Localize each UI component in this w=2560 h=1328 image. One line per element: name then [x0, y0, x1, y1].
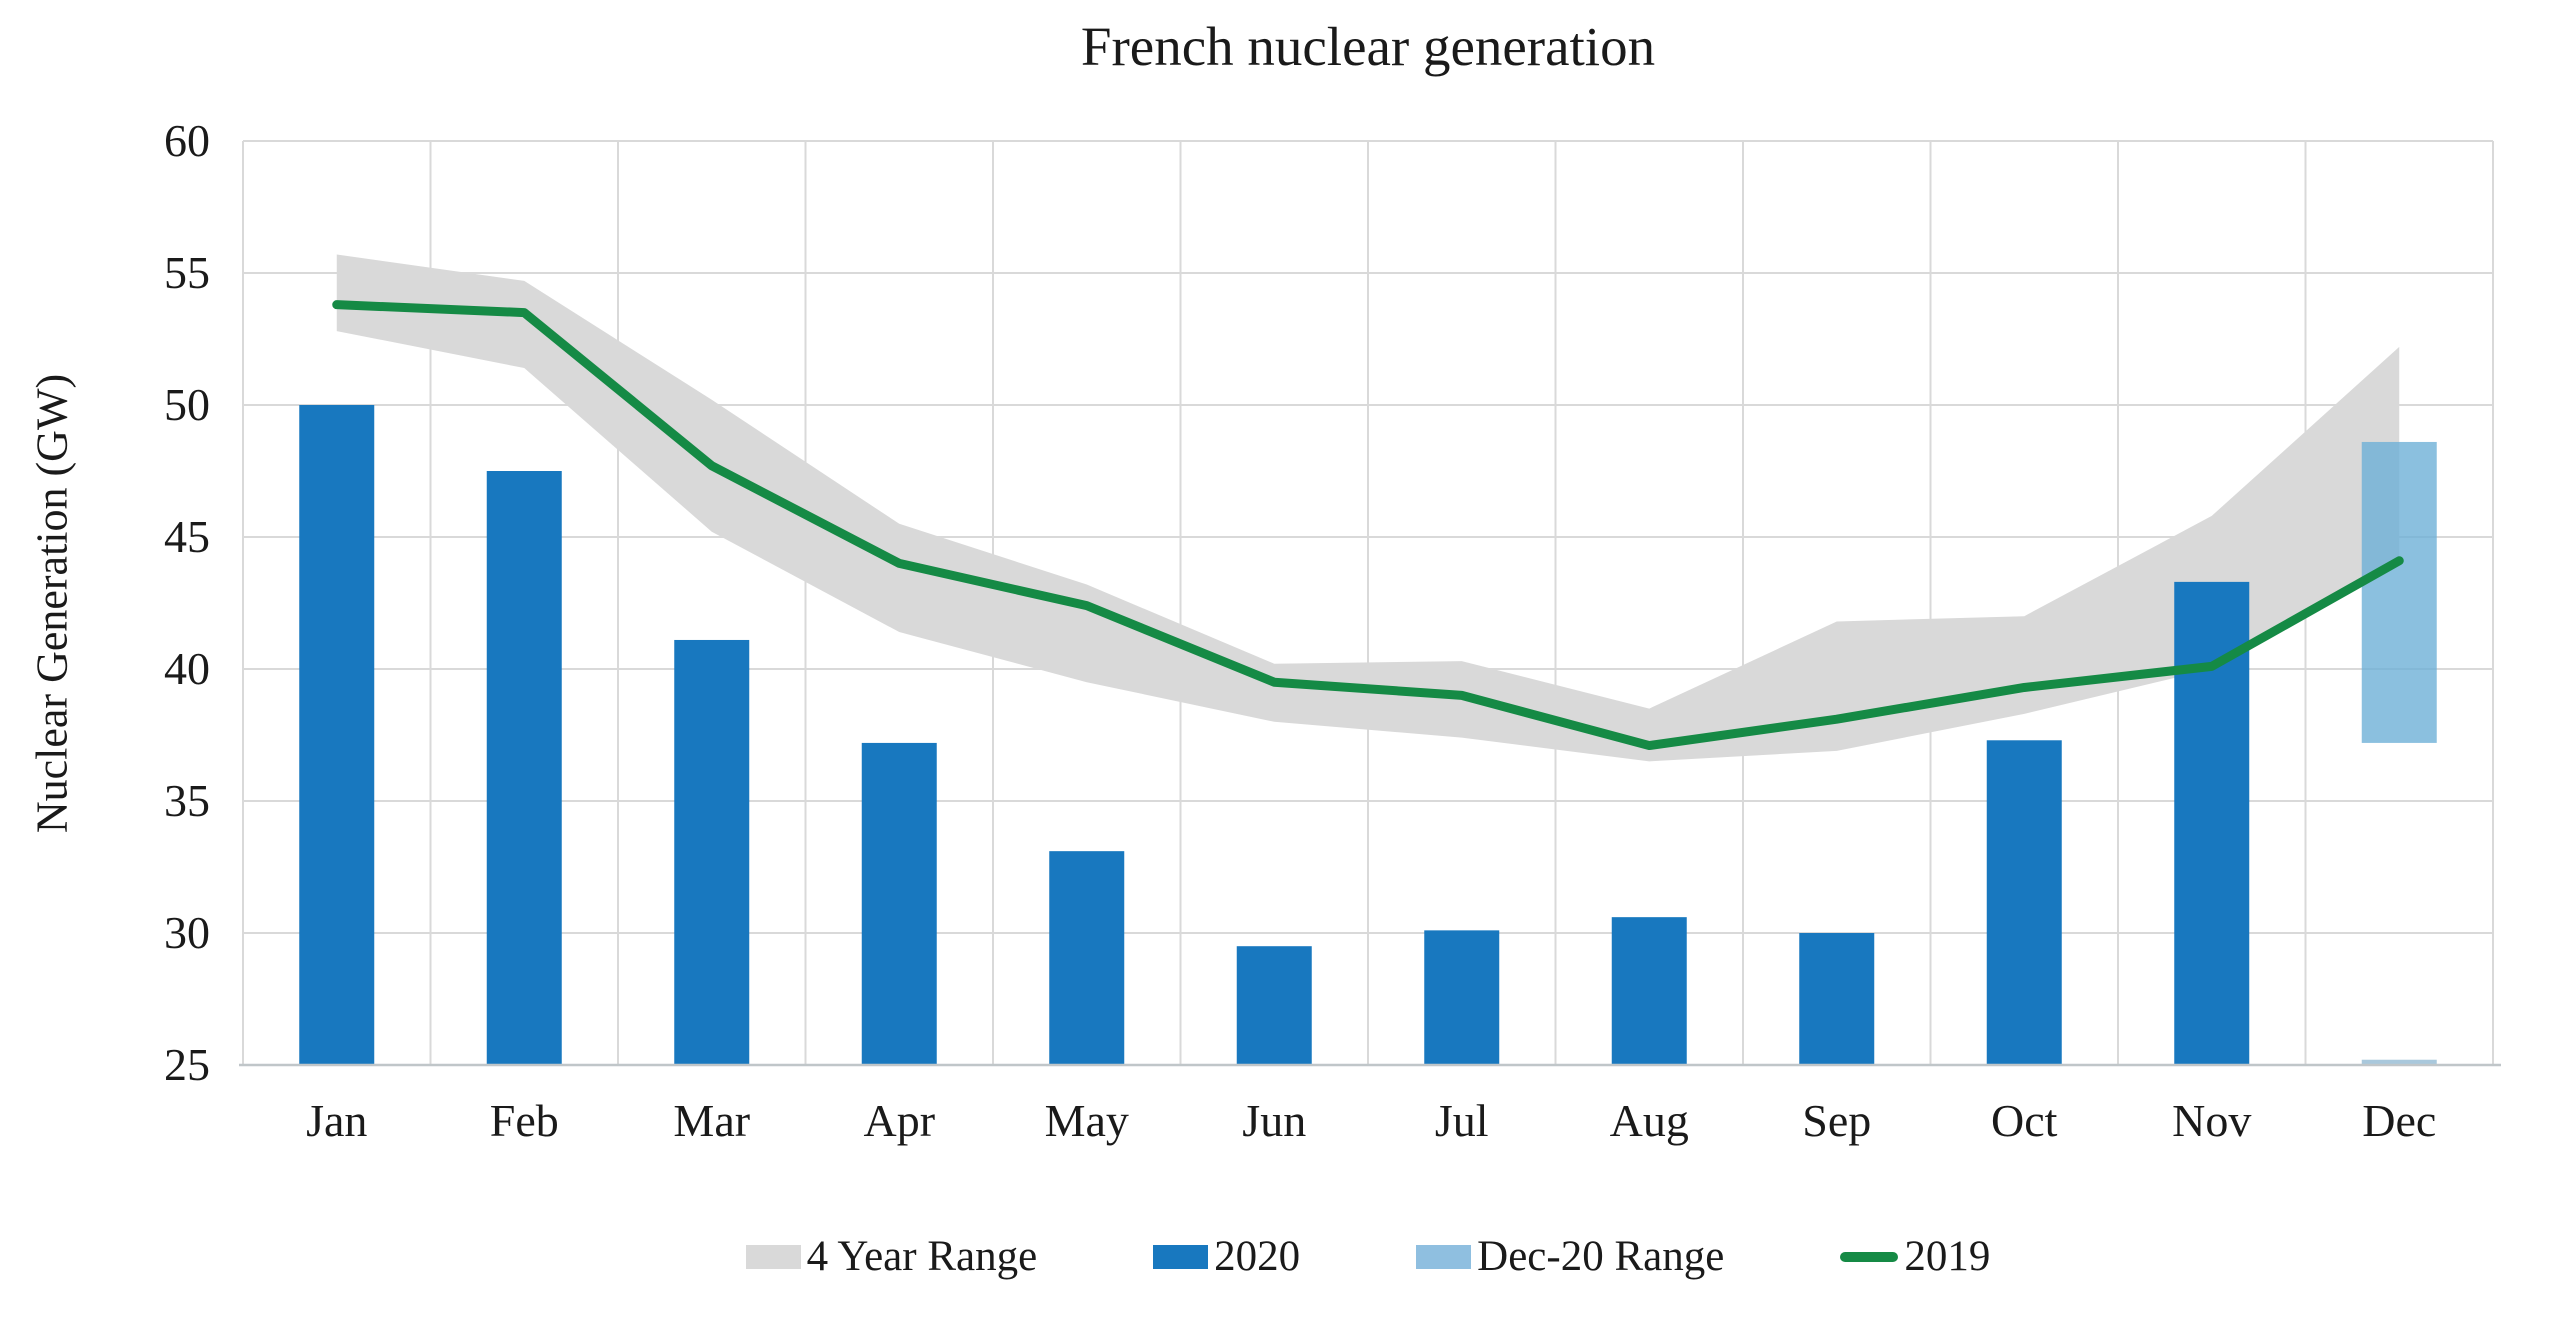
x-tick-label-apr: Apr — [863, 1095, 936, 1146]
legend: 4 Year Range 2020 Dec-20 Range 2019 — [243, 1233, 2493, 1280]
y-tick-label-40: 40 — [164, 643, 210, 694]
bar-2020-may — [1049, 851, 1125, 1065]
x-tick-label-nov: Nov — [2172, 1095, 2252, 1146]
four-year-range-band — [336, 254, 2400, 762]
x-tick-label-mar: Mar — [673, 1095, 751, 1146]
legend-item-2019: 2019 — [1840, 1233, 1990, 1280]
y-tick-label-60: 60 — [164, 115, 210, 166]
bar-2020-feb — [486, 471, 562, 1065]
y-tick-label-25: 25 — [164, 1039, 210, 1090]
bar-2020-sep — [1799, 933, 1875, 1065]
bar-2020-apr — [861, 742, 937, 1065]
bar-2020-jan — [299, 405, 375, 1065]
bar-2020-oct — [1986, 740, 2062, 1065]
legend-label: 2020 — [1214, 1233, 1301, 1280]
x-tick-label-aug: Aug — [1609, 1095, 1689, 1146]
bar-swatch-icon — [1153, 1244, 1209, 1269]
range-bar-swatch-icon — [1416, 1244, 1472, 1269]
y-tick-label-50: 50 — [164, 379, 210, 430]
y-tick-label-55: 55 — [164, 247, 210, 298]
dec-20-range-bar — [2361, 441, 2437, 743]
x-tick-label-oct: Oct — [1991, 1095, 2058, 1146]
y-tick-label-45: 45 — [164, 511, 210, 562]
plot-area — [239, 140, 2501, 1067]
y-tick-label-30: 30 — [164, 907, 210, 958]
x-tick-label-jul: Jul — [1434, 1095, 1489, 1146]
legend-label: 2019 — [1904, 1233, 1991, 1280]
legend-label: 4 Year Range — [806, 1233, 1038, 1280]
x-tick-label-feb: Feb — [489, 1095, 559, 1146]
line-swatch-icon — [1840, 1251, 1899, 1262]
dec-2020-sliver-bar — [2361, 1059, 2437, 1065]
bar-2020-jun — [1236, 946, 1312, 1065]
bar-2020-mar — [674, 639, 750, 1065]
x-tick-label-jan: Jan — [306, 1095, 368, 1146]
bar-2020-aug — [1611, 917, 1687, 1065]
legend-item-dec-20-range: Dec-20 Range — [1416, 1233, 1724, 1280]
line-2019 — [332, 300, 2404, 751]
bar-2020-jul — [1424, 930, 1500, 1065]
band-swatch-icon — [745, 1244, 801, 1269]
chart-title: French nuclear generation — [1080, 16, 1656, 77]
y-axis-label: Nuclear Generation (GW) — [27, 373, 77, 834]
plot-canvas — [239, 140, 2501, 1067]
legend-item-2020: 2020 — [1153, 1233, 1300, 1280]
x-tick-label-may: May — [1044, 1095, 1129, 1146]
y-tick-label-35: 35 — [164, 775, 210, 826]
x-tick-label-sep: Sep — [1802, 1095, 1872, 1146]
x-tick-label-jun: Jun — [1242, 1095, 1307, 1146]
legend-item-4-year-range: 4 Year Range — [745, 1233, 1038, 1280]
legend-label: Dec-20 Range — [1477, 1233, 1725, 1280]
x-tick-label-dec: Dec — [2362, 1095, 2437, 1146]
